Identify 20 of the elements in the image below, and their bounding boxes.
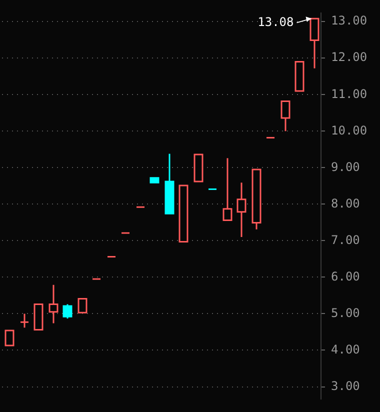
y-tick-label: 10.00: [331, 123, 368, 138]
candlestick: [252, 168, 262, 230]
y-tick-label: 6.00: [331, 269, 360, 284]
candlestick: [280, 100, 290, 132]
candlestick: [48, 284, 58, 324]
y-tick-label: 7.00: [331, 232, 360, 247]
y-tick-label: 12.00: [331, 50, 368, 64]
y-tick-label: 3.00: [331, 378, 360, 393]
candlestick: [20, 312, 30, 328]
y-tick-label: 5.00: [331, 306, 360, 320]
candlestick: [164, 153, 174, 214]
y-tick-label: 13.00: [331, 14, 368, 28]
candlestick: [62, 303, 72, 320]
y-tick-label: 9.00: [331, 160, 360, 174]
candlestick: [236, 182, 246, 238]
y-tick-label: 8.00: [331, 196, 360, 210]
y-tick-label: 4.00: [331, 342, 360, 356]
candlestick: [222, 157, 232, 221]
annotation: 13.08: [258, 14, 294, 29]
y-tick-label: 11.00: [331, 86, 368, 101]
